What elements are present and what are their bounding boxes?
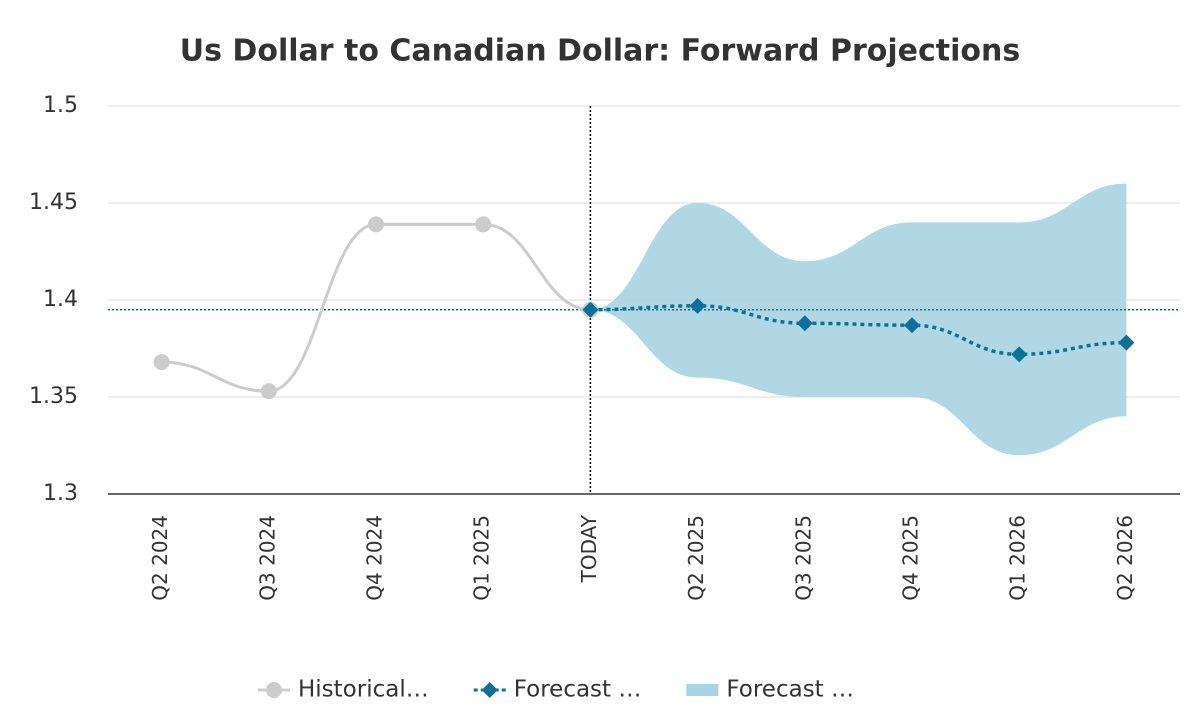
legend-label: Historical… <box>298 677 429 703</box>
y-tick-label: 1.3 <box>43 481 78 506</box>
x-tick-label: Q2 2024 <box>148 515 172 601</box>
point <box>1011 346 1028 363</box>
point <box>582 301 599 318</box>
point <box>368 216 384 233</box>
x-tick-label: Q4 2025 <box>899 515 923 601</box>
legend-label: Forecast … <box>514 677 642 703</box>
legend-label: Forecast … <box>726 677 854 703</box>
x-tick-label: Q1 2025 <box>470 515 494 601</box>
series-line <box>161 222 591 393</box>
point <box>260 383 277 400</box>
x-tick-label: Q1 2026 <box>1006 515 1030 601</box>
x-tick-label: TODAY <box>577 514 601 583</box>
y-tick-label: 1.5 <box>43 93 78 118</box>
legend-marker <box>481 682 498 698</box>
point <box>796 315 813 332</box>
point <box>904 317 920 334</box>
x-tick-label: Q2 2026 <box>1113 515 1137 601</box>
y-tick-label: 1.4 <box>43 287 78 312</box>
x-tick-label: Q4 2024 <box>363 515 387 601</box>
point <box>689 297 706 314</box>
point <box>153 354 170 371</box>
x-tick-label: Q3 2025 <box>791 515 815 601</box>
legend-marker <box>266 682 282 698</box>
series-line <box>590 304 1127 357</box>
point <box>1118 334 1135 351</box>
point <box>475 216 492 233</box>
chart-title: Us Dollar to Canadian Dollar: Forward Pr… <box>180 34 1020 69</box>
x-tick-label: Q2 2025 <box>684 515 708 601</box>
legend-swatch <box>686 684 719 696</box>
x-tick-label: Q3 2024 <box>255 515 279 601</box>
forecast-range <box>590 183 1127 456</box>
y-tick-label: 1.35 <box>29 384 78 409</box>
y-tick-label: 1.45 <box>29 190 78 215</box>
